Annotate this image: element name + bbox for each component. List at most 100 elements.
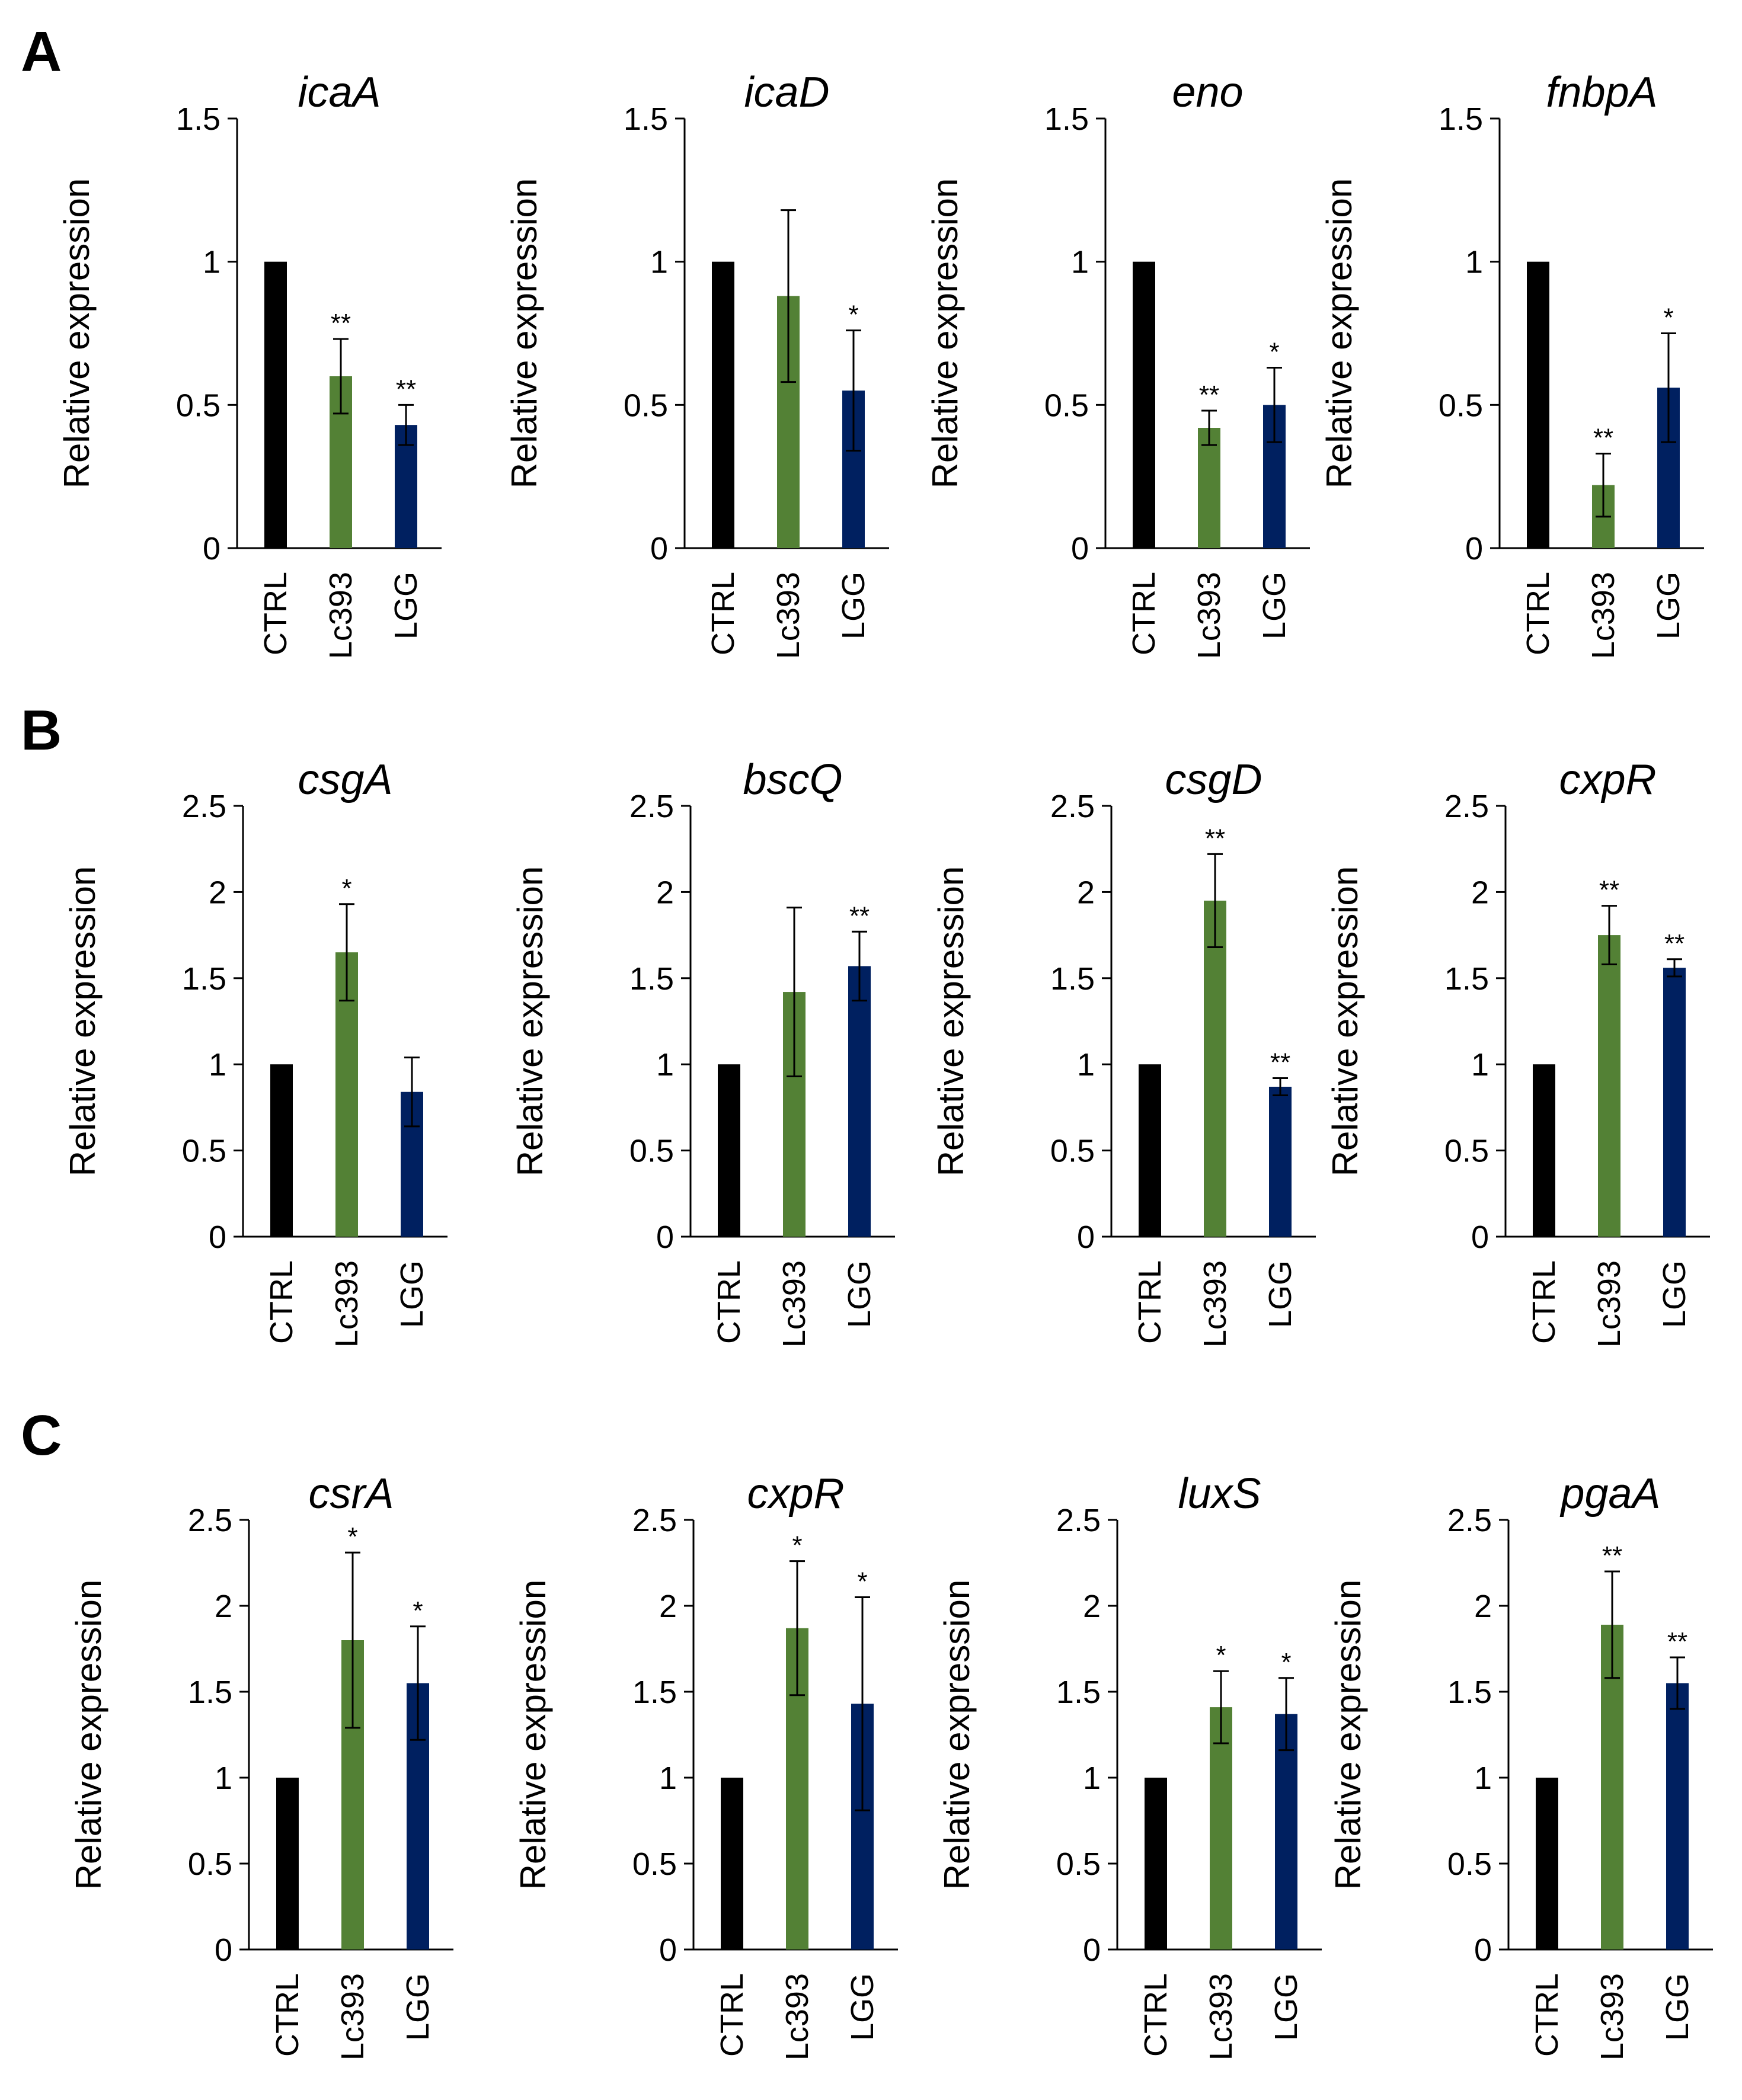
y-tick-label: 0 bbox=[1083, 1932, 1101, 1968]
y-tick-label: 1 bbox=[1474, 1760, 1492, 1796]
bar-ctrl bbox=[712, 261, 734, 548]
significance-marker: ** bbox=[1664, 929, 1685, 958]
chart-title: cxpR bbox=[747, 1470, 844, 1518]
bar-lgg bbox=[1269, 1087, 1292, 1237]
chart-title: bscQ bbox=[743, 756, 842, 803]
bar-ctrl bbox=[276, 1778, 299, 1949]
y-tick-label: 1.5 bbox=[1044, 101, 1089, 137]
significance-marker: * bbox=[1663, 303, 1673, 332]
y-tick-label: 1.5 bbox=[176, 101, 220, 137]
y-tick-label: 0 bbox=[656, 1219, 674, 1255]
y-tick-label: 0.5 bbox=[188, 1846, 232, 1882]
bar-lc393 bbox=[1204, 900, 1226, 1237]
chart-c-csra: csrA Relative expression 0 0.5 1 1.5 2 2.5 CTRL *… bbox=[69, 1470, 453, 2060]
significance-marker: * bbox=[857, 1567, 867, 1596]
y-tick-label: 0 bbox=[650, 531, 668, 566]
bar-lc393 bbox=[1210, 1707, 1232, 1949]
bar-ctrl bbox=[1145, 1778, 1167, 1949]
chart-title: csrA bbox=[309, 1470, 394, 1518]
bar-lc393 bbox=[1598, 935, 1620, 1237]
category-label-ctrl: CTRL bbox=[1126, 572, 1162, 655]
category-label-lgg: LGG bbox=[836, 572, 871, 639]
y-tick-label: 1 bbox=[203, 245, 220, 280]
y-axis-label: Relative expression bbox=[931, 866, 971, 1177]
y-tick-label: 1.5 bbox=[1439, 101, 1483, 137]
category-label-lc393: Lc393 bbox=[771, 572, 806, 659]
significance-marker: ** bbox=[849, 901, 870, 930]
y-tick-label: 0.5 bbox=[632, 1846, 677, 1882]
chart-a-icad: icaD Relative expression 0 0.5 1 1.5 CTRL Lc393… bbox=[504, 69, 889, 659]
chart-b-csgd: csgD Relative expression 0 0.5 1 1.5 2 2.5 CTRL *… bbox=[931, 756, 1316, 1347]
y-tick-label: 1 bbox=[656, 1047, 674, 1083]
y-tick-label: 0 bbox=[1465, 531, 1483, 566]
y-tick-label: 0.5 bbox=[1439, 388, 1483, 423]
y-tick-label: 2 bbox=[1083, 1589, 1101, 1624]
chart-title: luxS bbox=[1178, 1470, 1261, 1518]
significance-marker: ** bbox=[1667, 1627, 1687, 1656]
chart-a-icaa: icaA Relative expression 0 0.5 1 1.5 CTRL ** Lc3… bbox=[57, 69, 442, 659]
category-label-lc393: Lc393 bbox=[335, 1973, 370, 2060]
category-label-lc393: Lc393 bbox=[323, 572, 359, 659]
y-tick-label: 0 bbox=[203, 531, 220, 566]
y-tick-label: 1.5 bbox=[182, 961, 226, 997]
bar-lgg bbox=[848, 966, 871, 1237]
panel-letter-b: B bbox=[21, 699, 62, 762]
category-label-ctrl: CTRL bbox=[270, 1973, 305, 2057]
significance-marker: ** bbox=[1593, 424, 1613, 453]
chart-c-pgaa: pgaA Relative expression 0 0.5 1 1.5 2 2.5 CTRL *… bbox=[1328, 1470, 1713, 2060]
category-label-lc393: Lc393 bbox=[1191, 572, 1227, 659]
y-tick-label: 1 bbox=[1083, 1760, 1101, 1796]
significance-marker: * bbox=[848, 300, 858, 329]
y-axis-label: Relative expression bbox=[63, 866, 103, 1177]
significance-marker: * bbox=[1216, 1641, 1226, 1670]
y-tick-label: 0 bbox=[1077, 1219, 1095, 1255]
y-tick-label: 1.5 bbox=[629, 961, 674, 997]
category-label-ctrl: CTRL bbox=[714, 1973, 750, 2057]
bar-ctrl bbox=[264, 261, 287, 548]
significance-marker: * bbox=[413, 1596, 423, 1625]
significance-marker: * bbox=[1269, 338, 1279, 367]
category-label-ctrl: CTRL bbox=[258, 572, 293, 655]
panel-letter-c: C bbox=[21, 1404, 62, 1467]
y-tick-label: 0.5 bbox=[1056, 1846, 1101, 1882]
significance-marker: * bbox=[1281, 1648, 1291, 1677]
bar-ctrl bbox=[1527, 261, 1549, 548]
chart-b-cxpr: cxpR Relative expression 0 0.5 1 1.5 2 2.5 CTRL *… bbox=[1325, 756, 1710, 1347]
significance-marker: ** bbox=[1602, 1541, 1622, 1570]
y-tick-label: 2.5 bbox=[632, 1503, 677, 1538]
bar-lgg bbox=[1666, 1683, 1689, 1949]
y-tick-label: 1.5 bbox=[624, 101, 668, 137]
y-axis-label: Relative expression bbox=[1319, 178, 1359, 489]
bar-ctrl bbox=[1133, 261, 1155, 548]
panel-letter-a: A bbox=[21, 20, 62, 84]
significance-marker: * bbox=[347, 1522, 357, 1551]
y-axis-label: Relative expression bbox=[513, 1580, 553, 1890]
chart-b-csga: csgA Relative expression 0 0.5 1 1.5 2 2.5 CTRL *… bbox=[63, 756, 448, 1347]
y-tick-label: 1 bbox=[650, 245, 668, 280]
y-axis-label: Relative expression bbox=[1325, 866, 1365, 1177]
y-tick-label: 0.5 bbox=[624, 388, 668, 423]
y-axis-label: Relative expression bbox=[69, 1580, 108, 1890]
y-tick-label: 2 bbox=[1474, 1589, 1492, 1624]
significance-marker: ** bbox=[1199, 380, 1219, 409]
category-label-lc393: Lc393 bbox=[329, 1260, 365, 1347]
y-tick-label: 0.5 bbox=[629, 1134, 674, 1169]
category-label-ctrl: CTRL bbox=[1529, 1973, 1565, 2057]
y-tick-label: 2 bbox=[659, 1589, 677, 1624]
y-tick-label: 1 bbox=[659, 1760, 677, 1796]
chart-title: cxpR bbox=[1559, 756, 1656, 803]
y-tick-label: 0 bbox=[1474, 1932, 1492, 1968]
y-tick-label: 2.5 bbox=[629, 789, 674, 824]
category-label-lgg: LGG bbox=[1268, 1973, 1304, 2041]
bar-lgg bbox=[1663, 968, 1686, 1237]
category-label-lgg: LGG bbox=[845, 1973, 880, 2041]
y-tick-label: 1.5 bbox=[188, 1675, 232, 1710]
y-tick-label: 1 bbox=[1471, 1047, 1489, 1083]
category-label-lc393: Lc393 bbox=[1591, 1260, 1627, 1347]
significance-marker: ** bbox=[331, 309, 351, 338]
y-axis-label: Relative expression bbox=[937, 1580, 977, 1890]
y-tick-label: 0 bbox=[659, 1932, 677, 1968]
category-label-lgg: LGG bbox=[1257, 572, 1292, 639]
